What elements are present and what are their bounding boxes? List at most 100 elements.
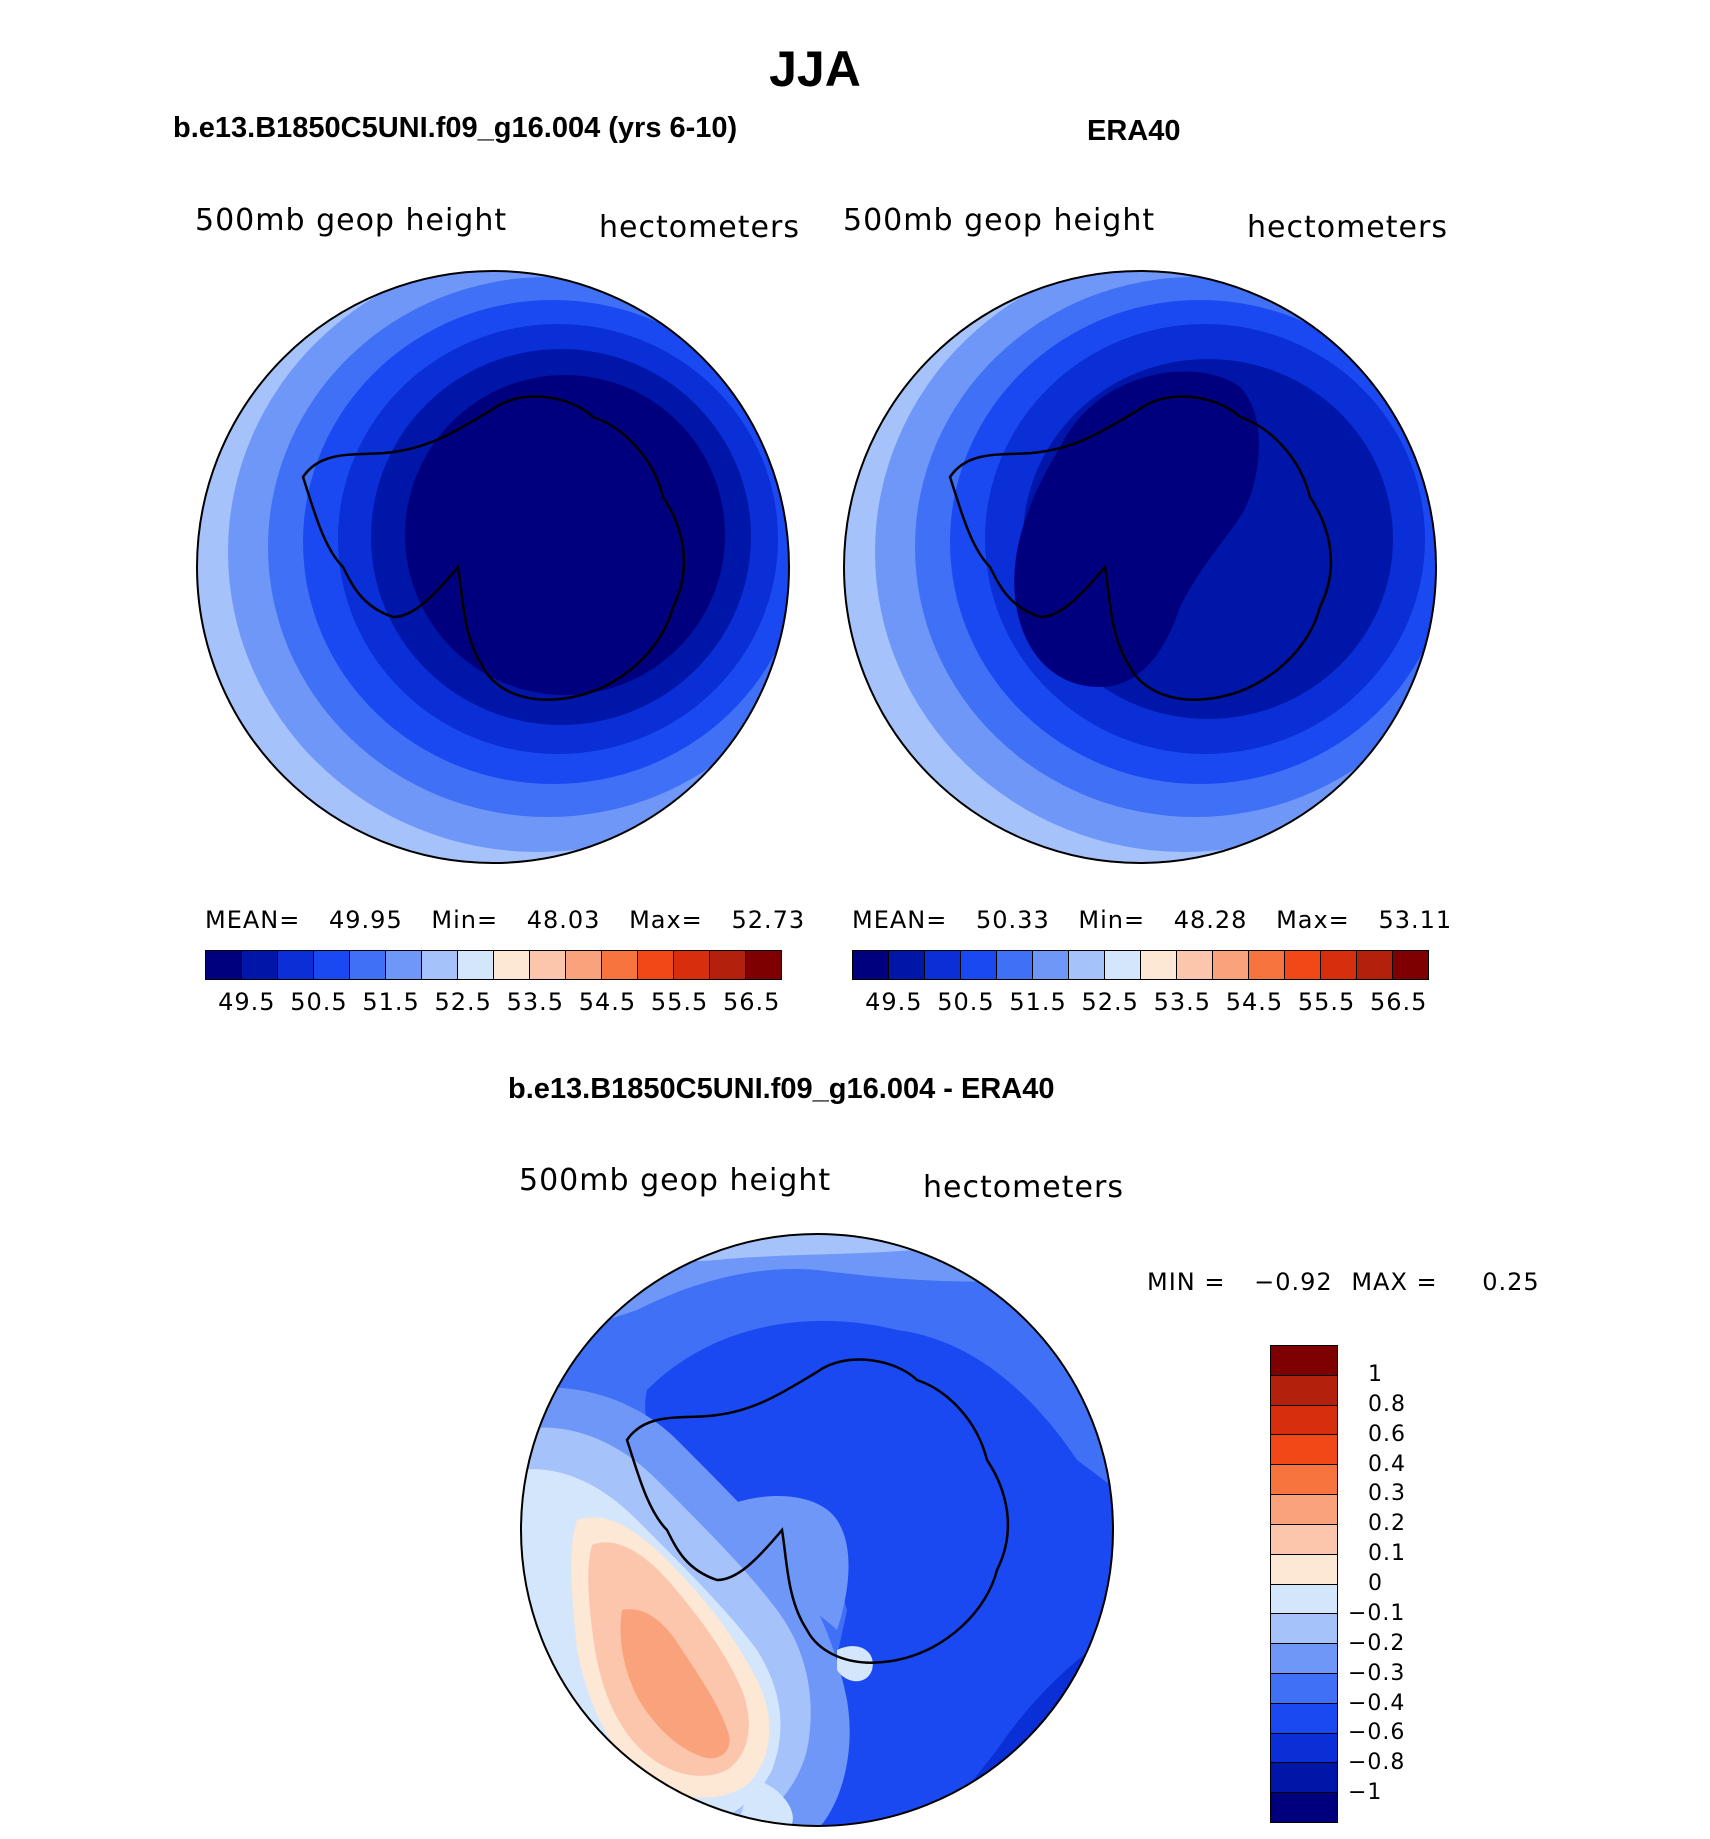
colorbar-swatch [925, 951, 961, 979]
panel-2-variable: 500mb geop height [843, 203, 1156, 238]
colorbar-swatch [746, 951, 781, 979]
diff-colorbar-swatch [1271, 1644, 1337, 1674]
diff-colorbar-tick-label: −0.8 [1348, 1750, 1406, 1776]
panel-1-mean-value: 49.95 [329, 906, 403, 934]
colorbar-swatch [1177, 951, 1213, 979]
colorbar-tick-label: 52.5 [1081, 988, 1139, 1016]
colorbar-swatch [1033, 951, 1069, 979]
colorbar-swatch [242, 951, 278, 979]
colorbar-swatch [602, 951, 638, 979]
panel-2-min-value: 48.28 [1173, 906, 1248, 934]
colorbar-tick-label: 55.5 [1297, 988, 1356, 1016]
panel-1-max-value: 52.73 [731, 906, 806, 934]
panel-2-min-label: Min= [1078, 906, 1146, 934]
colorbar-swatch [1321, 951, 1357, 979]
diff-variable: 500mb geop height [519, 1163, 832, 1198]
diff-stats: MIN = −0.92 MAX = 0.25 [1147, 1268, 1540, 1296]
diff-map [520, 1233, 1114, 1827]
panel-1-mean-label: MEAN= [205, 906, 301, 934]
colorbar-tick-label: 55.5 [650, 988, 709, 1016]
panel-2-mean-value: 50.33 [976, 906, 1050, 934]
panel-2-stats: MEAN= 50.33 Min= 48.28 Max= 53.11 [852, 906, 1452, 934]
panel-1-min-value: 48.03 [526, 906, 601, 934]
colorbar-swatch [386, 951, 422, 979]
colorbar-swatch [674, 951, 710, 979]
colorbar-tick-label: 56.5 [1369, 988, 1428, 1016]
diff-min-value: −0.92 [1254, 1268, 1333, 1296]
panel-1-max-label: Max= [629, 906, 703, 934]
diff-colorbar-tick-label: −0.4 [1348, 1690, 1406, 1716]
colorbar-swatch [458, 951, 494, 979]
colorbar-swatch [530, 951, 566, 979]
diff-colorbar-swatch [1271, 1703, 1337, 1734]
colorbar-swatch [206, 951, 242, 979]
colorbar-swatch [566, 951, 602, 979]
colorbar-swatch [314, 951, 350, 979]
diff-units: hectometers [923, 1170, 1124, 1205]
colorbar-swatch [278, 951, 314, 979]
diff-colorbar-tick-label: −0.1 [1348, 1600, 1406, 1626]
panel-1-variable: 500mb geop height [195, 203, 508, 238]
diff-colorbar-swatch [1271, 1465, 1337, 1496]
diff-colorbar-tick-label: 0.4 [1368, 1451, 1406, 1477]
colorbar-swatch [350, 951, 386, 979]
diff-min-label: MIN = [1147, 1268, 1226, 1296]
diff-colorbar-swatch [1271, 1405, 1337, 1436]
colorbar-tick-label: 51.5 [362, 988, 420, 1016]
colorbar-swatch [1357, 951, 1393, 979]
colorbar-swatch [1285, 951, 1321, 979]
colorbar-swatch [1393, 951, 1428, 979]
diff-colorbar-swatch [1271, 1733, 1337, 1764]
colorbar-tick-label: 50.5 [290, 988, 348, 1016]
colorbar-tick-label: 49.5 [865, 988, 923, 1016]
panel-1-stats: MEAN= 49.95 Min= 48.03 Max= 52.73 [205, 906, 805, 934]
diff-colorbar-swatch [1271, 1435, 1337, 1466]
colorbar-swatch [710, 951, 746, 979]
diff-colorbar-swatch [1271, 1346, 1337, 1376]
colorbar-tick-label: 51.5 [1009, 988, 1067, 1016]
diff-colorbar-tick-label: 1 [1368, 1361, 1383, 1387]
panel-2-max-label: Max= [1276, 906, 1350, 934]
diff-colorbar-tick-label: −1 [1348, 1780, 1383, 1806]
diff-colorbar-swatch [1271, 1495, 1337, 1525]
diff-colorbar-swatch [1271, 1763, 1337, 1794]
colorbar-tick-label: 56.5 [722, 988, 781, 1016]
panel-1-map [196, 270, 790, 864]
diff-colorbar-tick-label: 0.6 [1368, 1421, 1406, 1447]
diff-colorbar-labels: 1 0.8 0.6 0.4 0.3 0.2 0.1 0 −0.1 −0.2 −0.3 −0.4 −0.6… [1348, 1345, 1468, 1823]
diff-colorbar-tick-label: 0.1 [1368, 1541, 1406, 1567]
colorbar-swatch [422, 951, 458, 979]
colorbar-tick-label: 50.5 [937, 988, 995, 1016]
colorbar-tick-label: 54.5 [1225, 988, 1284, 1016]
panel-2-max-value: 53.11 [1378, 906, 1453, 934]
diff-max-label: MAX = [1351, 1268, 1438, 1296]
diff-colorbar-swatch [1271, 1793, 1337, 1822]
colorbar-swatch [1141, 951, 1177, 979]
diff-colorbar-swatch [1271, 1375, 1337, 1406]
colorbar-swatch [961, 951, 997, 979]
diff-colorbar [1270, 1345, 1338, 1823]
colorbar-swatch [1213, 951, 1249, 979]
colorbar-tick-label: 52.5 [434, 988, 492, 1016]
panel-1-colorbar [205, 950, 782, 980]
diff-colorbar-tick-label: 0 [1368, 1571, 1383, 1596]
colorbar-swatch [1105, 951, 1141, 979]
panel-2-colorbar [852, 950, 1429, 980]
diff-colorbar-tick-label: −0.6 [1348, 1720, 1406, 1746]
colorbar-swatch [1069, 951, 1105, 979]
colorbar-swatch [853, 951, 889, 979]
colorbar-swatch [638, 951, 674, 979]
diff-colorbar-tick-label: 0.8 [1368, 1391, 1406, 1417]
panel-2-units: hectometers [1247, 210, 1448, 245]
diff-heading: b.e13.B1850C5UNI.f09_g16.004 - ERA40 [508, 1073, 1055, 1105]
diff-colorbar-swatch [1271, 1673, 1337, 1704]
colorbar-tick-label: 49.5 [218, 988, 276, 1016]
colorbar-swatch [494, 951, 530, 979]
panel-1-colorbar-labels: 49.5 50.5 51.5 52.5 53.5 54.5 55.5 56.5 [205, 988, 782, 1018]
diff-colorbar-swatch [1271, 1614, 1337, 1645]
panel-1-min-label: Min= [431, 906, 499, 934]
colorbar-tick-label: 53.5 [1153, 988, 1211, 1016]
diff-max-value: 0.25 [1482, 1268, 1540, 1296]
panel-2-colorbar-labels: 49.5 50.5 51.5 52.5 53.5 54.5 55.5 56.5 [852, 988, 1429, 1018]
colorbar-tick-label: 54.5 [578, 988, 637, 1016]
